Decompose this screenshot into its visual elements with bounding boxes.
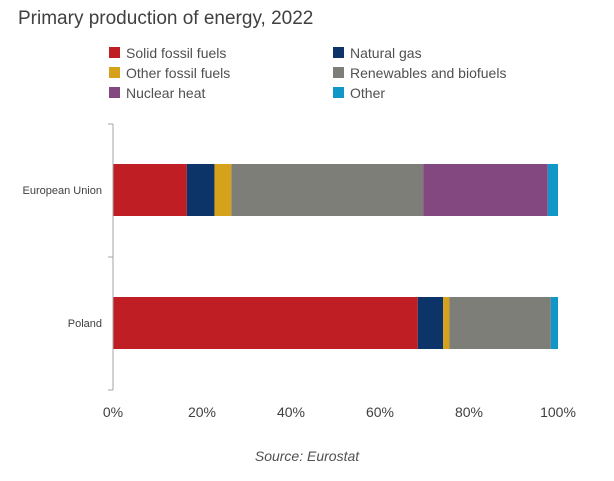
legend-label: Nuclear heat	[126, 84, 206, 101]
bar-european-union-solid-fossil-fuels	[113, 164, 187, 216]
legend-label: Natural gas	[350, 44, 422, 61]
x-tick-label: 40%	[277, 404, 305, 420]
bar-poland-solid-fossil-fuels	[113, 297, 418, 349]
legend: Solid fossil fuels Natural gas Other fos…	[109, 44, 549, 101]
x-tick-label: 60%	[366, 404, 394, 420]
bar-european-union-other-fossil-fuels	[214, 164, 232, 216]
legend-label: Solid fossil fuels	[126, 44, 227, 61]
bar-poland-natural-gas	[417, 297, 444, 349]
legend-swatch	[333, 67, 344, 78]
legend-swatch	[109, 47, 120, 58]
legend-swatch	[109, 87, 120, 98]
legend-item-natural-gas: Natural gas	[333, 44, 549, 61]
chart-source: Source: Eurostat	[254, 448, 360, 464]
x-tick-label: 20%	[188, 404, 216, 420]
legend-swatch	[109, 67, 120, 78]
bar-european-union-renewables-and-biofuels	[231, 164, 424, 216]
legend-label: Renewables and biofuels	[350, 64, 507, 81]
legend-item-renewables-and-biofuels: Renewables and biofuels	[333, 64, 549, 81]
axis-layer: European Union Poland 0% 20% 40% 60% 80% 100%	[22, 123, 576, 420]
bar-european-union-other	[547, 164, 558, 216]
bar-layer	[113, 164, 558, 349]
chart-title: Primary production of energy, 2022	[18, 8, 314, 29]
bar-poland-other-fossil-fuels	[443, 297, 450, 349]
legend-swatch	[333, 47, 344, 58]
legend-swatch	[333, 87, 344, 98]
legend-label: Other fossil fuels	[126, 64, 231, 81]
bar-european-union-nuclear-heat	[423, 164, 548, 216]
x-tick-label: 80%	[455, 404, 483, 420]
legend-item-other: Other	[333, 84, 549, 101]
legend-item-other-fossil-fuels: Other fossil fuels	[109, 64, 333, 81]
legend-item-solid-fossil-fuels: Solid fossil fuels	[109, 44, 333, 61]
x-tick-label: 100%	[540, 404, 576, 420]
bar-european-union-natural-gas	[186, 164, 215, 216]
x-tick-label: 0%	[103, 404, 123, 420]
legend-label: Other	[350, 84, 386, 101]
bar-poland-renewables-and-biofuels	[449, 297, 551, 349]
category-label: Poland	[68, 318, 102, 330]
category-label: European Union	[22, 185, 102, 197]
legend-item-nuclear-heat: Nuclear heat	[109, 84, 333, 101]
bar-poland-other	[550, 297, 558, 349]
